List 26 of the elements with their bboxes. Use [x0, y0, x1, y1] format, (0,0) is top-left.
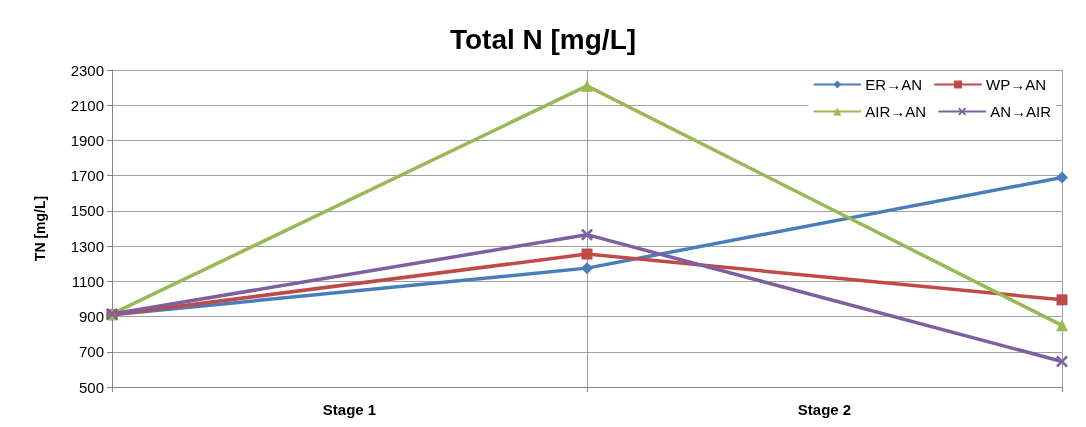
point	[581, 79, 593, 92]
chart-title: Total N [mg/L]	[449, 23, 637, 55]
y-tick-label: 2100	[70, 96, 104, 114]
y-tick-label: 1700	[70, 167, 104, 185]
y-tick-label: 1900	[70, 131, 104, 149]
y-tick-label: 700	[78, 343, 104, 361]
legend-label: AIR→AN	[865, 103, 927, 120]
text: Stage 2	[797, 400, 852, 418]
point	[1056, 355, 1068, 368]
legend-label: AN→AIR	[990, 103, 1052, 120]
text: Stage 1	[322, 400, 377, 418]
legend-label: WP→AN	[985, 76, 1046, 93]
y-tick-label: 500	[78, 378, 104, 396]
point	[1056, 319, 1068, 332]
point	[581, 248, 593, 260]
y-tick-label: 1100	[71, 272, 104, 290]
y-axis-title: TN [mg/L]	[32, 195, 48, 262]
y-tick-label: 900	[78, 308, 104, 326]
y-tick-label: 1500	[70, 202, 104, 220]
point	[1056, 294, 1068, 306]
legend-label: ER→AN	[865, 76, 922, 93]
point	[581, 228, 593, 241]
point	[581, 262, 593, 275]
point	[1056, 171, 1068, 184]
y-tick-label: 1300	[70, 237, 104, 255]
y-tick-label: 2300	[70, 61, 104, 79]
